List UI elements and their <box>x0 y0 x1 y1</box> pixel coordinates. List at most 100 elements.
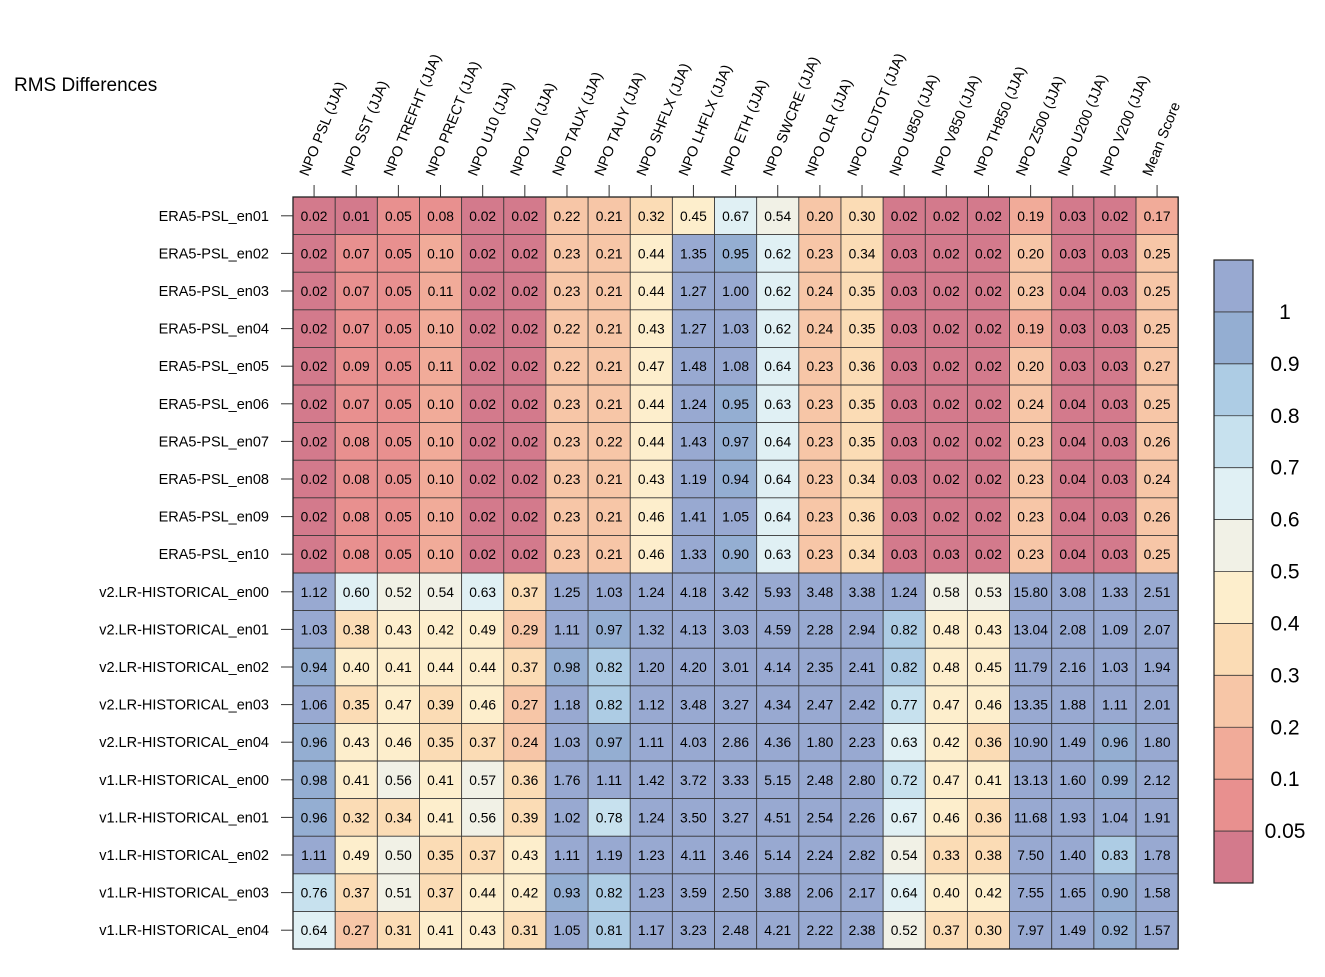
heatmap-cell <box>503 648 547 687</box>
heatmap-cell <box>335 723 378 762</box>
cell-value-label: 0.72 <box>891 773 918 788</box>
heatmap-cell <box>1136 460 1179 499</box>
heatmap-cell <box>1093 648 1137 687</box>
column-label: NPO U10 (JJA) <box>466 80 518 179</box>
cell-value-label: 0.23 <box>554 434 581 449</box>
cell-value-label: 0.10 <box>427 246 454 261</box>
heatmap-cell <box>1009 497 1052 536</box>
cell-value-label: 1.88 <box>1059 698 1086 713</box>
heatmap-cell <box>756 460 800 499</box>
heatmap-cell <box>840 535 884 574</box>
heatmap-cell <box>714 385 757 423</box>
heatmap-cell <box>967 723 1010 762</box>
heatmap-cell <box>883 873 926 912</box>
cell-value-label: 1.03 <box>596 585 623 600</box>
heatmap-cell <box>925 685 968 724</box>
cell-value-label: 0.02 <box>511 547 538 562</box>
cell-value-label: 0.25 <box>1144 246 1171 261</box>
heatmap-cell <box>293 460 336 499</box>
cell-value-label: 1.03 <box>554 735 581 750</box>
heatmap-cell <box>630 911 673 950</box>
heatmap-cell <box>1136 873 1179 912</box>
heatmap-cell <box>672 234 715 273</box>
cell-value-label: 3.08 <box>1059 585 1086 600</box>
cell-value-label: 0.02 <box>511 434 538 449</box>
cell-value-label: 0.03 <box>891 434 918 449</box>
heatmap-cell <box>545 573 589 611</box>
cell-value-label: 0.26 <box>1144 510 1171 525</box>
cell-value-label: 0.03 <box>1059 359 1086 374</box>
cell-value-label: 1.80 <box>806 735 833 750</box>
heatmap-cell <box>672 610 715 649</box>
cell-value-label: 0.03 <box>891 547 918 562</box>
cell-value-label: 0.34 <box>849 472 876 487</box>
cell-value-label: 0.41 <box>343 773 370 788</box>
heatmap-cell <box>840 610 884 649</box>
cell-value-label: 0.02 <box>511 246 538 261</box>
heatmap-cell <box>588 685 631 724</box>
heatmap-cell <box>967 347 1010 386</box>
cell-value-label: 4.14 <box>764 660 791 675</box>
cell-value-label: 0.04 <box>1059 434 1086 449</box>
cell-value-label: 0.07 <box>343 284 370 299</box>
heatmap-cell <box>756 648 800 687</box>
cell-value-label: 0.47 <box>933 773 960 788</box>
cell-value-label: 0.41 <box>385 660 412 675</box>
heatmap-cell <box>714 272 757 311</box>
cell-value-label: 3.46 <box>722 848 749 863</box>
cell-value-label: 3.42 <box>722 585 749 600</box>
heatmap-cell <box>967 610 1010 649</box>
colorbar-segment <box>1214 727 1253 780</box>
cell-value-label: 0.47 <box>385 698 412 713</box>
cell-value-label: 0.04 <box>1059 547 1086 562</box>
heatmap-cell <box>545 535 589 574</box>
cell-value-label: 7.55 <box>1017 886 1044 901</box>
heatmap-cell <box>967 761 1010 799</box>
heatmap-cell <box>461 723 505 762</box>
heatmap-cell <box>714 497 757 536</box>
heatmap-cell <box>1009 911 1052 950</box>
heatmap-cell <box>714 761 757 799</box>
heatmap-cell <box>798 761 842 799</box>
cell-value-label: 0.02 <box>511 397 538 412</box>
heatmap-cell <box>1009 197 1052 235</box>
colorbar-segment <box>1214 779 1253 832</box>
heatmap-cell <box>672 573 715 611</box>
heatmap-cell <box>672 873 715 912</box>
cell-value-label: 0.52 <box>891 923 918 938</box>
heatmap-cell <box>293 761 336 799</box>
cell-value-label: 2.51 <box>1144 585 1171 600</box>
heatmap-cell <box>1136 685 1179 724</box>
heatmap-cell <box>798 685 842 724</box>
heatmap-cell <box>672 347 715 386</box>
heatmap-cell <box>630 573 673 611</box>
cell-value-label: 1.32 <box>638 622 665 637</box>
heatmap-cell <box>1009 385 1052 423</box>
heatmap-cell <box>1051 610 1095 649</box>
heatmap-cell <box>1051 685 1095 724</box>
cell-value-label: 0.96 <box>301 810 328 825</box>
cell-value-label: 0.41 <box>427 923 454 938</box>
heatmap-cell <box>419 535 462 574</box>
cell-value-label: 1.24 <box>891 585 918 600</box>
heatmap-cell <box>883 761 926 799</box>
heatmap-cell <box>335 685 378 724</box>
cell-value-label: 0.49 <box>343 848 370 863</box>
heatmap-cell <box>840 234 884 273</box>
row-label: v2.LR-HISTORICAL_en00 <box>99 585 269 601</box>
cell-value-label: 10.90 <box>1013 735 1048 750</box>
cell-value-label: 2.26 <box>849 810 876 825</box>
cell-value-label: 0.24 <box>806 284 833 299</box>
heatmap-cell <box>461 535 505 574</box>
cell-value-label: 1.05 <box>554 923 581 938</box>
heatmap-cell <box>630 648 673 687</box>
heatmap-cell <box>672 723 715 762</box>
cell-value-label: 0.48 <box>933 660 960 675</box>
cell-value-label: 0.02 <box>469 397 496 412</box>
heatmap-cell <box>967 836 1010 875</box>
heatmap-cell <box>377 197 420 235</box>
cell-value-label: 0.25 <box>1144 322 1171 337</box>
heatmap-cell <box>1093 197 1137 235</box>
cell-value-label: 0.02 <box>511 284 538 299</box>
cell-value-label: 1.11 <box>554 848 580 863</box>
